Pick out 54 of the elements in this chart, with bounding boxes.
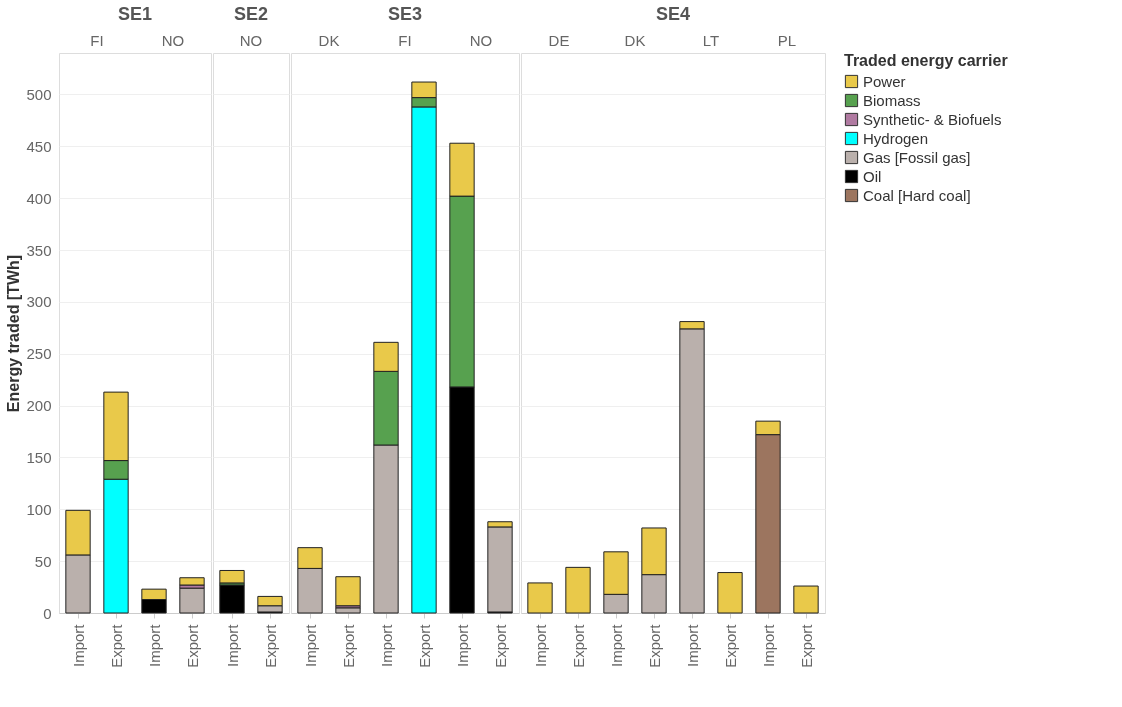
y-tick-label: 150 [26, 448, 52, 466]
text: DE [548, 32, 570, 49]
y-tick-label: 50 [34, 552, 52, 570]
y-tick-label: 450 [26, 137, 52, 155]
x-tick-label: Import [759, 623, 777, 668]
y-tick-label: 250 [26, 345, 52, 363]
x-tick-label: Export [107, 623, 125, 668]
x-tick-label: Export [797, 623, 815, 668]
x-tick-label: Import [223, 623, 241, 668]
legend-label: Coal [Hard coal] [863, 186, 971, 204]
text: FI [90, 32, 104, 49]
text: DK [318, 32, 340, 49]
legend-label: Oil [863, 167, 882, 185]
x-tick-label: Import [531, 623, 549, 668]
x-tick-label: Import [607, 623, 625, 668]
y-tick-label: 500 [26, 85, 52, 103]
x-tick-label: Export [569, 623, 587, 668]
y-tick-label: 300 [26, 293, 52, 311]
chart-title: SE4 [655, 4, 691, 24]
x-tick-label: Export [721, 623, 739, 668]
x-tick-label: Export [183, 623, 201, 668]
text: NO [469, 32, 493, 49]
y-tick-label: 200 [26, 397, 52, 415]
text: PL [777, 32, 797, 49]
x-tick-label: Export [491, 623, 509, 668]
x-tick-label: Export [645, 623, 663, 668]
text: NO [239, 32, 263, 49]
x-tick-label: Export [415, 623, 433, 668]
legend-label: Gas [Fossil gas] [863, 148, 971, 166]
chart-title: SE1 [117, 4, 153, 24]
text: LT [702, 32, 720, 49]
text: FI [398, 32, 412, 49]
text: DK [624, 32, 646, 49]
y-tick-label: 400 [26, 189, 52, 207]
y-tick-label: 350 [26, 241, 52, 259]
y-tick-label: 100 [26, 500, 52, 518]
y-axis-title: Energy traded [TWh] [5, 254, 23, 413]
x-tick-label: Import [301, 623, 319, 668]
chart-title: SE3 [387, 4, 423, 24]
legend-label: Synthetic- & Biofuels [863, 110, 1002, 128]
x-tick-label: Import [145, 623, 163, 668]
legend-label: Power [863, 72, 906, 90]
x-tick-label: Import [69, 623, 87, 668]
text: NO [161, 32, 185, 49]
x-tick-label: Import [683, 623, 701, 668]
x-tick-label: Export [339, 623, 357, 668]
legend-label: Hydrogen [863, 129, 929, 147]
y-tick-label: 0 [43, 604, 52, 622]
legend-title: Traded energy carrier [844, 52, 1008, 69]
x-tick-label: Import [453, 623, 471, 668]
legend-label: Biomass [863, 91, 921, 109]
chart-title: SE2 [233, 4, 269, 24]
x-tick-label: Import [377, 623, 395, 668]
x-tick-label: Export [261, 623, 279, 668]
